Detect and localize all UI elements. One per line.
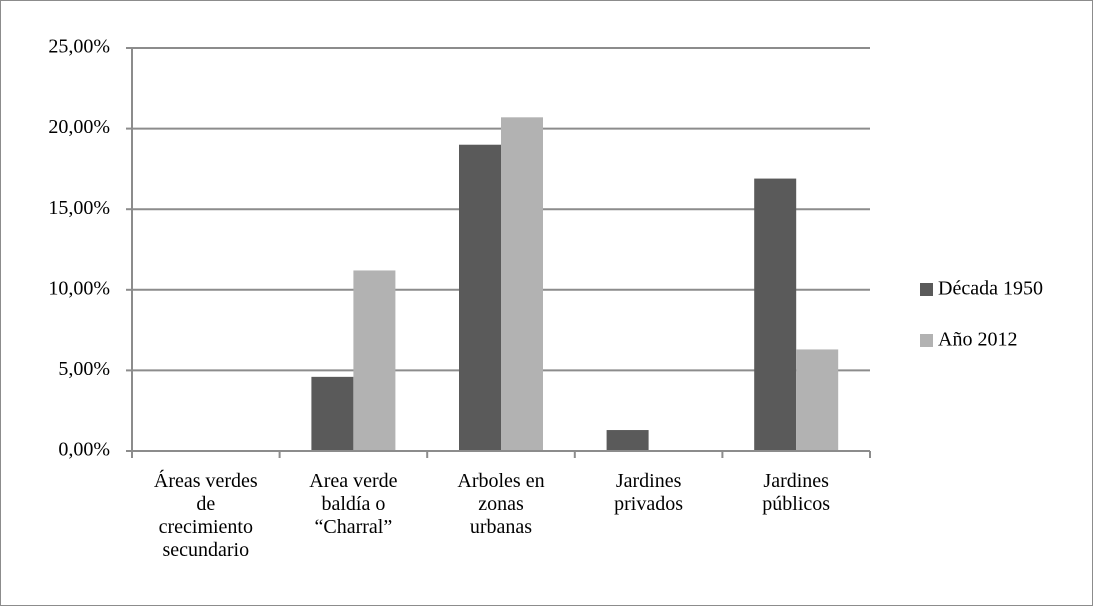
legend-label: Año 2012	[938, 329, 1017, 351]
x-tick-label: Áreas verdes de crecimiento secundario	[153, 470, 258, 561]
legend-label: Década 1950	[938, 278, 1043, 300]
y-tick-label: 0,00%	[58, 439, 110, 461]
bar	[754, 178, 797, 451]
legend-swatch	[920, 283, 933, 296]
y-tick-label: 5,00%	[58, 358, 110, 380]
bar	[353, 270, 396, 451]
bar	[796, 349, 839, 451]
y-tick-label: 20,00%	[48, 116, 110, 138]
bar	[501, 117, 543, 451]
y-tick-label: 25,00%	[48, 36, 110, 58]
legend-swatch	[920, 334, 933, 347]
y-tick-label: 15,00%	[48, 197, 110, 219]
bar	[311, 376, 354, 451]
bar	[459, 144, 501, 451]
x-tick-label: Arboles en zonas urbanas	[457, 470, 545, 538]
x-tick-label: Jardines públicos	[762, 470, 831, 515]
bar	[606, 430, 649, 451]
y-tick-label: 10,00%	[48, 277, 110, 299]
x-tick-label: Jardines privados	[614, 470, 684, 515]
x-tick-label: Area verde baldía o “Charral”	[309, 470, 398, 538]
